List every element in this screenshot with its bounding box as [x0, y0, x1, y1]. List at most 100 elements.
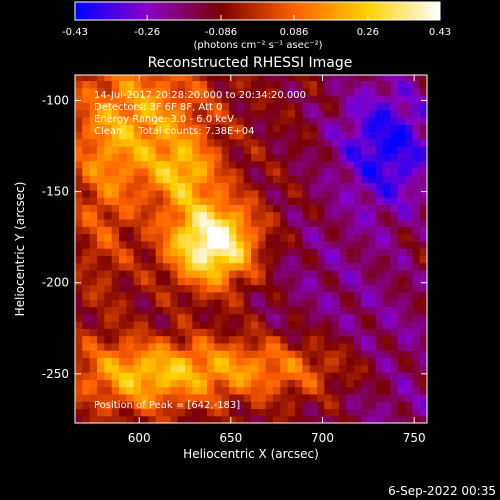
heatmap-cell [155, 189, 164, 198]
heatmap-cell [251, 357, 259, 366]
heatmap-cell [126, 211, 135, 220]
heatmap-cell [280, 342, 289, 351]
heatmap-cell [353, 124, 362, 133]
heatmap-cell [324, 204, 333, 213]
heatmap-cell [375, 218, 384, 227]
heatmap-cell [89, 233, 98, 242]
heatmap-cell [258, 408, 267, 417]
heatmap-cell [126, 379, 135, 388]
heatmap-cell [177, 328, 186, 337]
heatmap-cell [317, 189, 325, 198]
heatmap-cell [390, 379, 399, 388]
heatmap-cell [361, 211, 369, 220]
heatmap-cell [192, 218, 201, 227]
heatmap-cell [265, 306, 274, 315]
heatmap-cell [133, 393, 142, 402]
heatmap-cell [97, 138, 105, 147]
heatmap-cell [97, 153, 105, 162]
heatmap-cell [346, 204, 355, 213]
heatmap-cell [368, 313, 377, 322]
heatmap-cell [331, 371, 340, 380]
heatmap-cell [346, 240, 355, 249]
heatmap-cell [236, 240, 245, 249]
heatmap-cell [339, 160, 347, 169]
heatmap-cell [148, 393, 157, 402]
heatmap-cell [280, 255, 289, 264]
heatmap-cell [111, 80, 120, 89]
heatmap-cell [280, 357, 289, 366]
heatmap-cell [236, 262, 245, 271]
heatmap-cell [229, 189, 237, 198]
heatmap-cell [375, 153, 384, 162]
heatmap-cell [221, 350, 230, 359]
heatmap-cell [375, 364, 384, 373]
heatmap-cell [243, 95, 252, 103]
heatmap-cell [192, 95, 201, 103]
heatmap-cell [324, 211, 333, 220]
heatmap-cell [207, 320, 215, 329]
heatmap-cell [229, 320, 237, 329]
heatmap-cell [133, 342, 142, 351]
heatmap-cell [229, 138, 237, 147]
heatmap-cell [133, 291, 142, 300]
heatmap-cell [397, 371, 406, 380]
heatmap-cell [221, 116, 230, 125]
heatmap-cell [177, 277, 186, 286]
heatmap-cell [265, 189, 274, 198]
heatmap-cell [148, 138, 157, 147]
heatmap-cell [229, 218, 237, 227]
heatmap-cell [163, 167, 171, 176]
heatmap-cell [361, 248, 369, 256]
heatmap-cell [317, 87, 325, 96]
heatmap-cell [251, 116, 259, 125]
heatmap-cell [89, 291, 98, 300]
heatmap-cell [419, 379, 428, 388]
heatmap-cell [111, 102, 120, 111]
heatmap-cell [111, 320, 120, 329]
heatmap-cell [89, 255, 98, 264]
heatmap-cell [177, 306, 186, 315]
heatmap-cell [383, 211, 391, 220]
heatmap-cell [133, 146, 142, 154]
heatmap-cell [302, 131, 311, 140]
heatmap-cell [236, 299, 245, 307]
heatmap-cell [111, 415, 120, 424]
heatmap-cell [302, 211, 311, 220]
heatmap-cell [309, 204, 318, 213]
heatmap-cell [119, 350, 127, 359]
heatmap-cell [251, 284, 259, 293]
heatmap-cell [119, 291, 127, 300]
heatmap-cell [419, 240, 428, 249]
heatmap-cell [192, 328, 201, 337]
heatmap-cell [317, 306, 325, 315]
heatmap-cell [214, 218, 223, 227]
heatmap-cell [258, 320, 267, 329]
heatmap-cell [119, 248, 127, 256]
heatmap-cell [229, 116, 237, 125]
heatmap-cell [287, 102, 296, 111]
heatmap-cell [229, 306, 237, 315]
heatmap-cell [405, 153, 413, 162]
heatmap-cell [390, 189, 399, 198]
heatmap-cell [317, 328, 325, 337]
heatmap-cell [309, 415, 318, 424]
heatmap-cell [126, 102, 135, 111]
colorbar-tick-label: 0.26 [357, 27, 379, 38]
heatmap-cell [287, 211, 296, 220]
heatmap-cell [192, 87, 201, 96]
heatmap-cell [126, 146, 135, 154]
heatmap-cell [89, 328, 98, 337]
heatmap-cell [170, 291, 179, 300]
heatmap-cell [361, 364, 369, 373]
heatmap-cell [251, 408, 259, 417]
heatmap-cell [82, 167, 91, 176]
heatmap-cell [265, 95, 274, 103]
heatmap-cell [177, 342, 186, 351]
y-tick-label: -100 [42, 94, 69, 108]
heatmap-cell [97, 350, 105, 359]
heatmap-cell [141, 204, 149, 213]
heatmap-cell [324, 386, 333, 395]
heatmap-cell [243, 102, 252, 111]
heatmap-cell [405, 146, 413, 154]
heatmap-cell [185, 146, 193, 154]
